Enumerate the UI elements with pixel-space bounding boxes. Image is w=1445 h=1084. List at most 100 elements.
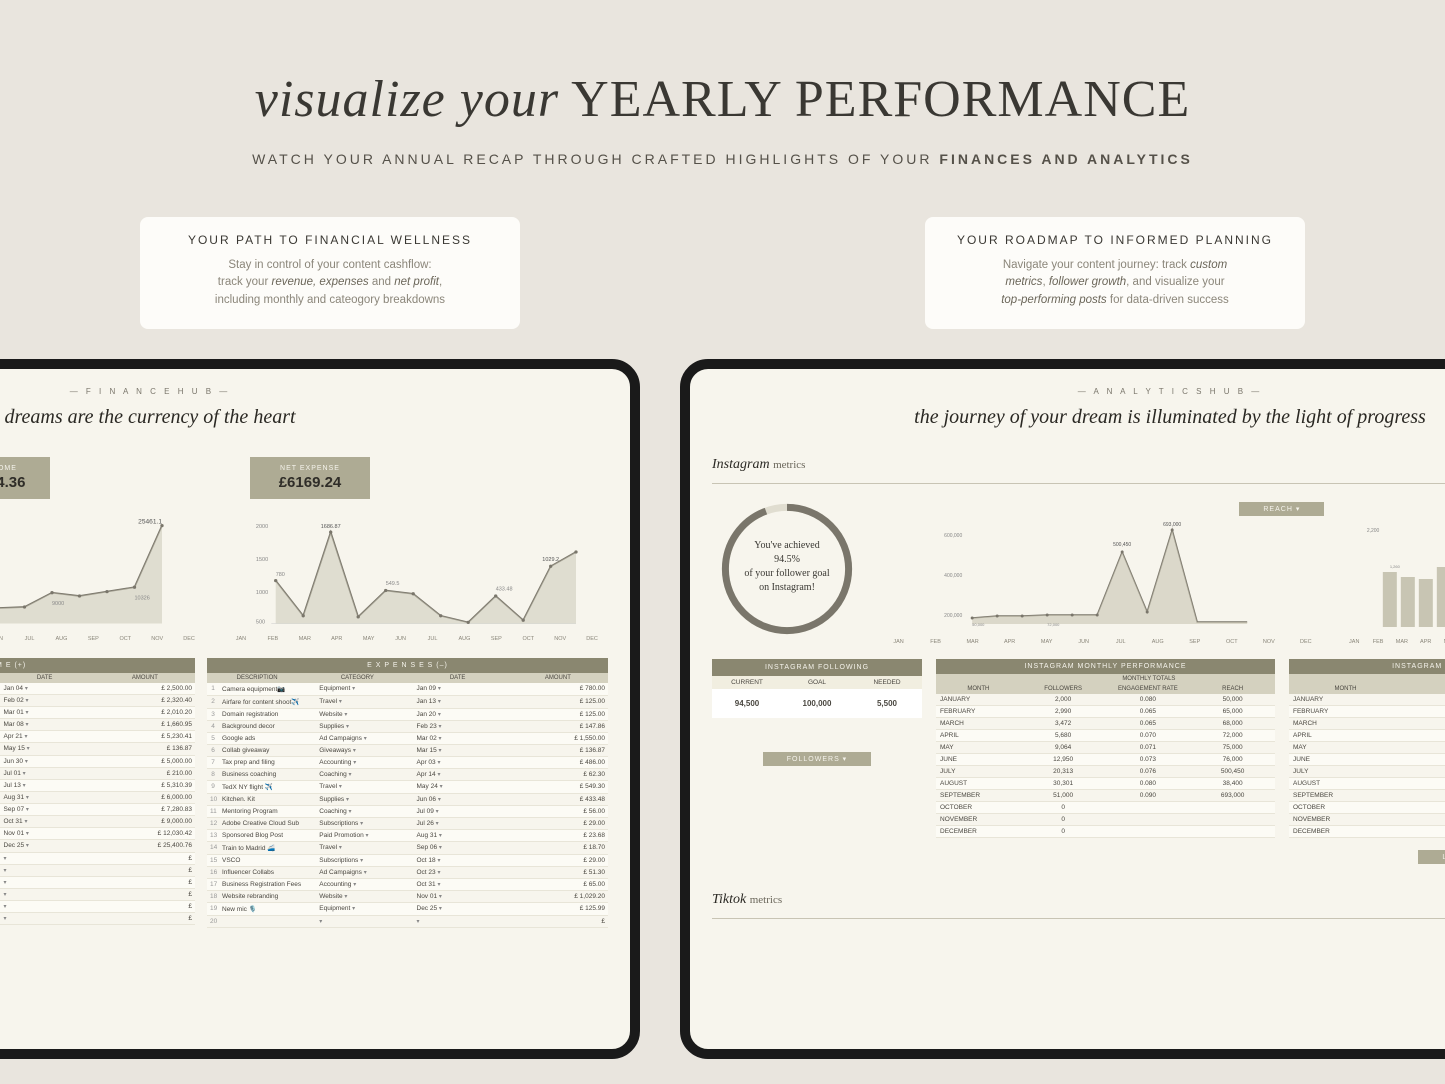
table-header: E X P E N S E S (–) [207,658,608,673]
table-row[interactable]: 16 ▾ ▾£ [0,865,195,877]
tiktok-section-label: Tiktok metrics [712,892,1445,908]
svg-text:25461.1: 25461.1 [138,519,162,525]
table-row[interactable]: 20 ▾ ▾£ [0,913,195,925]
table-row[interactable]: 18Website rebrandingWebsite ▾Nov 01 ▾£ 1… [207,891,608,903]
table-row[interactable]: 2TiktokPay Per View ▾Feb 02 ▾£ 2,320.40 [0,695,195,707]
goal-text: You've achieved 94.5% of your follower g… [712,539,862,595]
table-row[interactable]: 19 ▾ ▾£ [0,901,195,913]
callout-title: YOUR PATH TO FINANCIAL WELLNESS [168,233,492,247]
net-income-card: NET INCOME £87204.36 [0,457,50,499]
svg-text:1000: 1000 [256,590,268,596]
table-row[interactable]: 12Google AdSense blogsAd Revenue ▾Oct 31… [0,816,195,828]
callout-title: YOUR ROADMAP TO INFORMED PLANNING [953,233,1277,247]
follower-goal-donut: You've achieved 94.5% of your follower g… [712,499,862,644]
divider [712,918,1445,919]
hero-title-bold: YEARLY PERFORMANCE [571,71,1190,128]
table-row[interactable]: 11Mentoring ProgramCoaching ▾Jul 09 ▾£ 5… [207,806,608,818]
shares-chart: SHARES ▾ 2,200 1,260 1,900 JANFEBMARAPRM… [1342,498,1445,645]
net-expense-card: NET EXPENSE £6169.24 [250,457,370,499]
svg-text:693,000: 693,000 [1163,522,1181,528]
table-row[interactable]: 5Google adsAd Campaigns ▾Mar 02 ▾£ 1,550… [207,733,608,745]
table-row[interactable]: 11Guest Speaker at TedXPublic Speaking ▾… [0,804,195,816]
table-row: MARCH3,4720.06568,000 [936,718,1275,730]
table-row[interactable]: 7Tax prep and filingAccounting ▾Apr 03 ▾… [207,757,608,769]
callout-analytics: YOUR ROADMAP TO INFORMED PLANNING Naviga… [925,217,1305,329]
monthly-performance-table: INSTAGRAM MONTHLY PERFORMANCE MONTHLY TO… [936,659,1275,870]
svg-text:72,000: 72,000 [1047,622,1060,627]
table-row: JULY11,894984 [1289,766,1445,778]
table-row[interactable]: 15 ▾ ▾£ [0,853,195,865]
likes-dropdown[interactable]: LIKES ▾ [1418,850,1445,864]
table-row[interactable]: 2Airfare for content shoot✈️Travel ▾Jan … [207,696,608,709]
table-row: APRIL5,6800.07072,000 [936,730,1275,742]
hub-label: — A N A L Y T I C S H U B — [712,387,1445,396]
table-row[interactable]: 18 ▾ ▾£ [0,889,195,901]
hero-title-light: visualize your [255,71,559,128]
svg-text:500: 500 [256,619,265,625]
table-row[interactable]: 5Tiktok discountsMerch Sales ▾Apr 21 ▾£ … [0,731,195,743]
hero-title: visualize your YEARLY PERFORMANCE [40,70,1405,129]
tablet-analytics: — A N A L Y T I C S H U B — the journey … [680,359,1445,1059]
table-row[interactable]: 14Fitness and Nutrition Coaching🥑🔥Coachi… [0,840,195,853]
income-table: I N C O M E (+) DESCRIPTIONCATEGORYDATEA… [0,658,195,928]
reach-dropdown[interactable]: REACH ▾ [1239,502,1324,516]
table-row: SEPTEMBER21,6352,598 [1289,790,1445,802]
table-row[interactable]: 3Pinterest Lush pinsAffiliate Marketing … [0,707,195,719]
table-row[interactable]: 8Business coachingCoaching ▾Apr 14 ▾£ 62… [207,769,608,781]
table-row[interactable]: 8Community Cook BookeBook ▾Jul 01 ▾£ 210… [0,768,195,780]
table-row: MAY7,940510 [1289,742,1445,754]
table-row[interactable]: 4POD phone casesMerch Sales ▾Mar 08 ▾£ 1… [0,719,195,731]
table-row[interactable]: 10Kitchen. KitSupplies ▾Jun 06 ▾£ 433.48 [207,794,608,806]
table-row[interactable]: 12Adobe Creative Cloud SubSubscriptions … [207,818,608,830]
table-row[interactable]: 20 ▾ ▾£ [207,916,608,928]
table-row[interactable]: 14Train to Madrid 🚄Travel ▾Sep 06 ▾£ 18.… [207,842,608,855]
axis-labels: JANFEBMARAPRMAYJUNJULAUGSEPOCTNOVDEC [1342,639,1445,645]
table-header: INSTAGRAM PERFORMANCE BY [1289,659,1445,674]
table-header: INSTAGRAM FOLLOWING [712,659,922,676]
table-row[interactable]: 13Sponsored Blog PostPaid Promotion ▾Aug… [207,830,608,842]
table-row: FEBRUARY2,9900.06565,000 [936,706,1275,718]
table-row: NOVEMBER0 [936,814,1275,826]
table-row[interactable]: 19New mic 🎙️Equipment ▾Dec 25 ▾£ 125.99 [207,903,608,916]
line-chart-svg: 25461.1 2500 3882.4 5510 9000 10326 [0,519,205,629]
table-row[interactable]: 9One-on-one life coachingCoaching ▾Jul 1… [0,780,195,792]
table-row[interactable]: 13Digital Travel GuideeBook ▾Nov 01 ▾£ 1… [0,828,195,840]
area-chart-svg: 600,000 400,000 200,000 500,450 693,000 … [880,522,1324,632]
table-row: SEPTEMBER51,0000.090693,000 [936,790,1275,802]
table-row[interactable]: 6Collab giveawayGiveaways ▾Mar 15 ▾£ 136… [207,745,608,757]
charts-row: ET PROFIT 31035.12 25461.1 2500 3882.4 [0,519,608,642]
table-row[interactable]: 7Influencer SeminarPublic Speaking ▾Jun … [0,756,195,768]
table-row[interactable]: 16Influencer CollabsAd Campaigns ▾Oct 23… [207,867,608,879]
table-row[interactable]: 1YouTube collab with MUACollab ▾Jan 04 ▾… [0,683,195,695]
svg-text:2,200: 2,200 [1367,528,1380,534]
table-row[interactable]: 15VSCOSubscriptions ▾Oct 18 ▾£ 29.00 [207,855,608,867]
table-row: FEBRUARY1,352249 [1289,706,1445,718]
tablet-finance: — F I N A N C E H U B — dreams are the c… [0,359,640,1059]
table-header: I N C O M E (+) [0,658,195,673]
table-row[interactable]: 17 ▾ ▾£ [0,877,195,889]
table-row[interactable]: 4Background decorSupplies ▾Feb 23 ▾£ 147… [207,721,608,733]
finance-tables: ASHFLOW AMOUNT £ 87,204.36£ 6,169.24£ 81… [0,658,608,928]
table-row: MARCH2,647356 [1289,718,1445,730]
svg-text:780: 780 [276,572,285,578]
table-row[interactable]: 3Domain registrationWebsite ▾Jan 20 ▾£ 1… [207,709,608,721]
table-row: NOVEMBER00 [1289,814,1445,826]
expense-table: E X P E N S E S (–) DESCRIPTIONCATEGORYD… [207,658,608,928]
table-row[interactable]: 17Business Registration FeesAccounting ▾… [207,879,608,891]
hero-subtitle: WATCH YOUR ANNUAL RECAP THROUGH CRAFTED … [40,151,1405,167]
following-table: INSTAGRAM FOLLOWING CURRENTGOALNEEDED 94… [712,659,922,870]
analytics-tagline: the journey of your dream is illuminated… [712,406,1445,429]
reach-chart: REACH ▾ 600,000 400,000 200,000 500,450 … [880,498,1324,645]
followers-dropdown[interactable]: FOLLOWERS ▾ [763,752,871,766]
line-chart-svg: 2000 1500 1000 500 1686.87 1029.2 [225,519,608,629]
table-row[interactable]: 6Photography Basics Course 📷Online Cours… [0,743,195,756]
callouts-row: YOUR PATH TO FINANCIAL WELLNESS Stay in … [0,197,1445,329]
bar-chart-svg: 2,200 1,260 1,900 [1342,522,1445,632]
svg-text:400,000: 400,000 [944,573,962,579]
table-row[interactable]: 1Camera equipment📷Equipment ▾Jan 09 ▾£ 7… [207,683,608,696]
table-row[interactable]: 9TedX NY flight ✈️Travel ▾May 24 ▾£ 549.… [207,781,608,794]
axis-labels: JANFEBMARAPRMAYJUNJULAUGSEPOCTNOVDEC [0,636,205,642]
table-row[interactable]: 10Glossier UGCCollab ▾Aug 31 ▾£ 6,000.00 [0,792,195,804]
instagram-section-label: Instagram metrics [712,457,1445,473]
callout-financial: YOUR PATH TO FINANCIAL WELLNESS Stay in … [140,217,520,329]
